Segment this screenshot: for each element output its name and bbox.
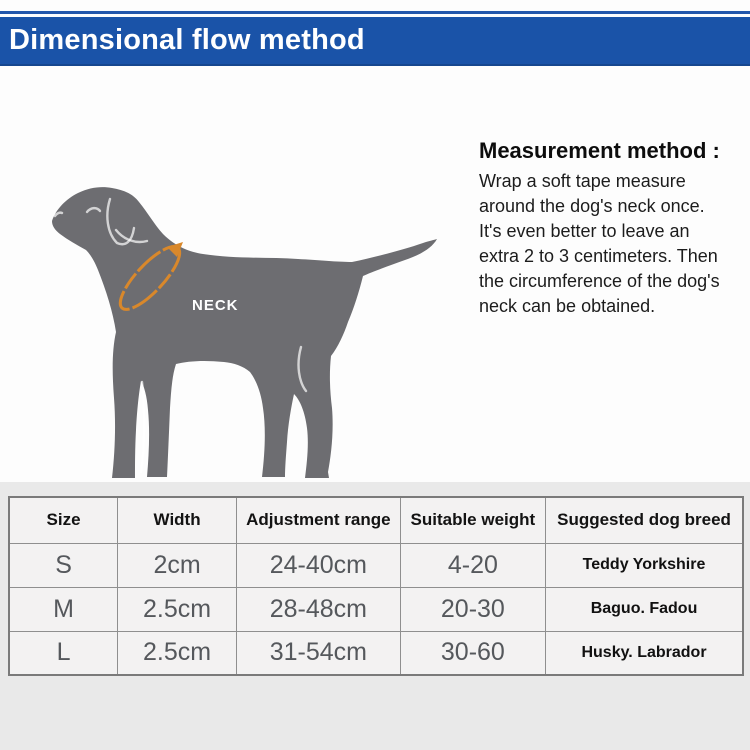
cell-suggested-breed: Teddy Yorkshire: [545, 542, 744, 588]
cell-width: 2.5cm: [117, 630, 238, 676]
cell-size: L: [8, 630, 119, 676]
dog-detail-lines: [53, 197, 308, 474]
cell-suggested-breed: Husky. Labrador: [545, 630, 744, 676]
tape-arrowhead-icon: [167, 242, 183, 257]
cell-suggested-breed: Baguo. Fadou: [545, 586, 744, 632]
cell-size: S: [8, 542, 119, 588]
measurement-method-section: Measurement method : Wrap a soft tape me…: [479, 138, 747, 319]
cell-width: 2.5cm: [117, 586, 238, 632]
page-title: Dimensional flow method: [9, 24, 365, 56]
cell-size: M: [8, 586, 119, 632]
cell-width: 2cm: [117, 542, 238, 588]
size-chart-table: Size Width Adjustment range Suitable wei…: [8, 496, 744, 676]
table-row-l: L 2.5cm 31-54cm 30-60 Husky. Labrador: [8, 630, 744, 676]
measurement-method-title: Measurement method :: [479, 138, 720, 163]
dog-measurement-diagram: NECK: [52, 187, 437, 479]
neck-label: NECK: [192, 297, 239, 314]
header-banner: Dimensional flow method: [0, 17, 750, 66]
cell-suitable-weight: 4-20: [399, 542, 547, 588]
table-header-row: Size Width Adjustment range Suitable wei…: [8, 496, 744, 544]
size-chart-panel: Size Width Adjustment range Suitable wei…: [0, 482, 750, 750]
cell-suitable-weight: 30-60: [399, 630, 547, 676]
col-header-width: Width: [117, 496, 238, 544]
col-header-adjustment-range: Adjustment range: [236, 496, 401, 544]
table-row-s: S 2cm 24-40cm 4-20 Teddy Yorkshire: [8, 542, 744, 588]
cell-adjustment-range: 28-48cm: [236, 586, 401, 632]
measurement-method-text: Wrap a soft tape measure around the dog'…: [479, 171, 720, 316]
table-row-m: M 2.5cm 28-48cm 20-30 Baguo. Fadou: [8, 586, 744, 632]
col-header-suitable-weight: Suitable weight: [399, 496, 547, 544]
col-header-suggested-breed: Suggested dog breed: [545, 496, 744, 544]
col-header-size: Size: [8, 496, 119, 544]
cell-adjustment-range: 31-54cm: [236, 630, 401, 676]
header-top-rule: [0, 11, 750, 14]
cell-adjustment-range: 24-40cm: [236, 542, 401, 588]
cell-suitable-weight: 20-30: [399, 586, 547, 632]
